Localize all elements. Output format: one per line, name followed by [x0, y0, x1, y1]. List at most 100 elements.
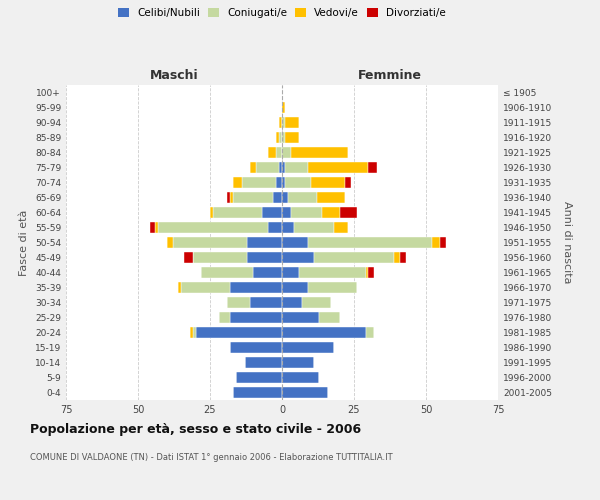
Bar [279, 162, 282, 173]
Bar [230, 312, 282, 324]
Bar [282, 326, 365, 338]
Bar [282, 342, 334, 353]
Bar [190, 326, 193, 338]
Bar [365, 326, 374, 338]
Bar [276, 146, 282, 158]
Bar [245, 356, 282, 368]
Bar [282, 282, 308, 294]
Bar [253, 266, 282, 278]
Bar [274, 192, 282, 203]
Bar [317, 192, 346, 203]
Bar [282, 372, 319, 384]
Bar [282, 356, 314, 368]
Bar [285, 176, 311, 188]
Bar [167, 236, 173, 248]
Bar [282, 116, 285, 128]
Bar [230, 192, 233, 203]
Bar [340, 206, 357, 218]
Bar [365, 266, 368, 278]
Bar [282, 222, 293, 234]
Text: Popolazione per età, sesso e stato civile - 2006: Popolazione per età, sesso e stato civil… [30, 422, 361, 436]
Bar [290, 206, 322, 218]
Bar [227, 192, 230, 203]
Bar [302, 296, 331, 308]
Bar [181, 282, 230, 294]
Bar [368, 266, 374, 278]
Bar [288, 192, 317, 203]
Bar [314, 252, 394, 264]
Bar [334, 222, 348, 234]
Bar [173, 236, 247, 248]
Bar [282, 206, 290, 218]
Bar [285, 116, 299, 128]
Bar [299, 266, 365, 278]
Y-axis label: Fasce di età: Fasce di età [19, 210, 29, 276]
Bar [290, 146, 348, 158]
Bar [256, 162, 279, 173]
Bar [308, 282, 357, 294]
Bar [346, 176, 351, 188]
Bar [250, 296, 282, 308]
Bar [293, 222, 334, 234]
Y-axis label: Anni di nascita: Anni di nascita [562, 201, 572, 284]
Bar [227, 296, 250, 308]
Bar [233, 192, 274, 203]
Bar [285, 162, 308, 173]
Bar [230, 282, 282, 294]
Bar [202, 266, 253, 278]
Bar [279, 116, 282, 128]
Bar [213, 206, 262, 218]
Bar [276, 176, 282, 188]
Bar [282, 312, 319, 324]
Bar [308, 236, 432, 248]
Bar [400, 252, 406, 264]
Bar [242, 176, 276, 188]
Bar [196, 326, 282, 338]
Text: Maschi: Maschi [149, 69, 199, 82]
Bar [282, 192, 288, 203]
Bar [155, 222, 158, 234]
Bar [308, 162, 368, 173]
Bar [282, 236, 308, 248]
Bar [368, 162, 377, 173]
Bar [282, 132, 285, 143]
Bar [311, 176, 346, 188]
Bar [282, 146, 290, 158]
Bar [210, 206, 213, 218]
Bar [319, 312, 340, 324]
Bar [282, 162, 285, 173]
Bar [250, 162, 256, 173]
Bar [440, 236, 446, 248]
Bar [193, 252, 247, 264]
Bar [276, 132, 279, 143]
Bar [282, 266, 299, 278]
Bar [282, 296, 302, 308]
Bar [230, 342, 282, 353]
Legend: Celibi/Nubili, Coniugati/e, Vedovi/e, Divorziati/e: Celibi/Nubili, Coniugati/e, Vedovi/e, Di… [118, 8, 446, 18]
Bar [282, 386, 328, 398]
Bar [178, 282, 181, 294]
Bar [149, 222, 155, 234]
Bar [394, 252, 400, 264]
Bar [233, 176, 242, 188]
Bar [262, 206, 282, 218]
Bar [193, 326, 196, 338]
Bar [282, 252, 314, 264]
Bar [218, 312, 230, 324]
Bar [432, 236, 440, 248]
Bar [268, 146, 276, 158]
Bar [282, 102, 285, 114]
Bar [236, 372, 282, 384]
Bar [247, 236, 282, 248]
Bar [282, 176, 285, 188]
Bar [184, 252, 193, 264]
Bar [233, 386, 282, 398]
Bar [322, 206, 340, 218]
Bar [285, 132, 299, 143]
Bar [247, 252, 282, 264]
Text: Femmine: Femmine [358, 69, 422, 82]
Bar [279, 132, 282, 143]
Bar [268, 222, 282, 234]
Bar [158, 222, 268, 234]
Text: COMUNE DI VALDAONE (TN) - Dati ISTAT 1° gennaio 2006 - Elaborazione TUTTITALIA.I: COMUNE DI VALDAONE (TN) - Dati ISTAT 1° … [30, 452, 392, 462]
